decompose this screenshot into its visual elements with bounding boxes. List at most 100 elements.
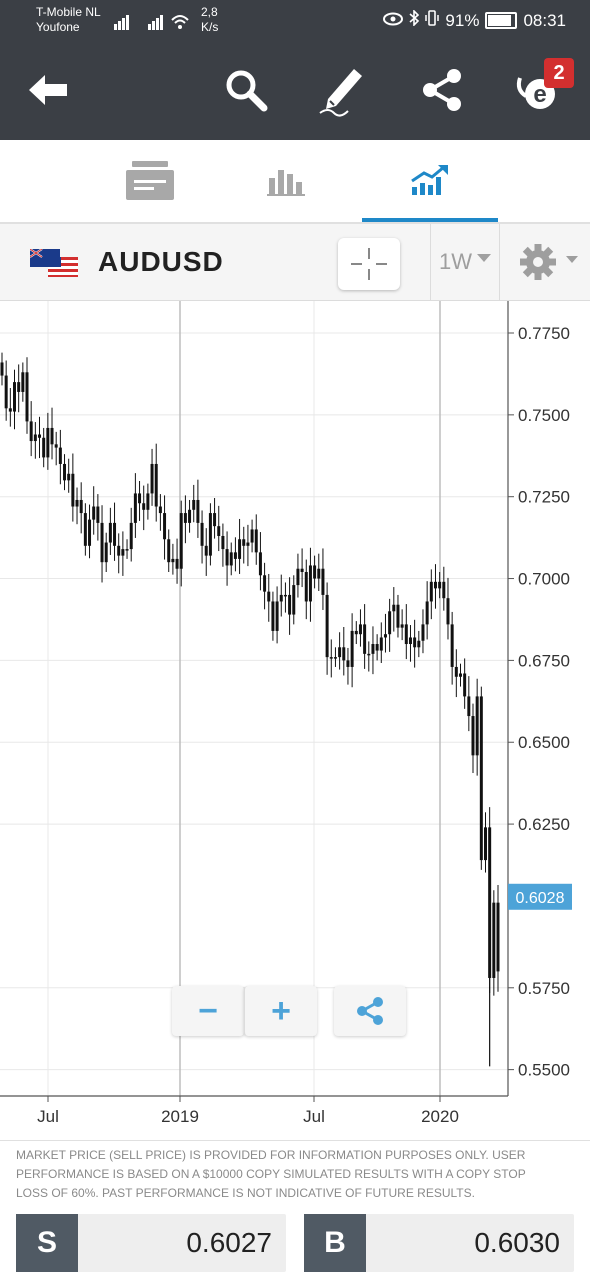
status-bar: T-Mobile NL Youfone 2,8 K/s 91% 08:31 — [0, 0, 590, 42]
network-speed: 2,8 K/s — [201, 5, 218, 35]
buy-button[interactable]: B 0.6030 — [304, 1214, 574, 1272]
candle — [196, 479, 200, 538]
candlestick-series — [0, 352, 500, 1067]
candle — [221, 523, 225, 567]
sell-button[interactable]: S 0.6027 — [16, 1214, 286, 1272]
candle — [413, 619, 417, 668]
candle — [108, 507, 112, 555]
battery-icon — [485, 12, 518, 29]
sell-price: 0.6027 — [186, 1227, 272, 1258]
y-tick-label: 0.5750 — [518, 979, 570, 998]
candle — [288, 577, 292, 635]
candle — [117, 533, 121, 574]
tab-feed[interactable] — [82, 140, 218, 222]
candle — [217, 505, 221, 552]
candle — [267, 573, 271, 622]
candle — [263, 562, 267, 610]
candle — [83, 503, 87, 556]
candle — [138, 480, 142, 521]
pencil-icon[interactable] — [314, 62, 370, 118]
candle — [379, 622, 383, 664]
crosshair-button[interactable] — [338, 238, 400, 290]
candle — [192, 484, 196, 523]
candle — [425, 581, 429, 640]
candle — [454, 649, 458, 698]
candle — [350, 613, 354, 688]
candle — [271, 591, 275, 641]
candle — [438, 572, 442, 599]
candle — [458, 663, 462, 687]
candle — [158, 494, 162, 531]
candle — [71, 453, 75, 522]
candle — [450, 611, 454, 685]
candle — [233, 537, 237, 572]
candle — [463, 658, 467, 709]
candle — [442, 566, 446, 611]
candle — [279, 574, 283, 617]
chart-settings-button[interactable] — [518, 242, 582, 287]
candle — [4, 360, 8, 421]
tab-bar — [0, 140, 590, 224]
timeframe-value: 1W — [439, 249, 472, 274]
signal-bars-icon — [114, 15, 189, 30]
candle — [375, 634, 379, 661]
candle — [58, 429, 62, 485]
candle — [75, 487, 79, 525]
divider — [0, 1140, 590, 1141]
current-price-label: 0.6028 — [516, 890, 565, 907]
candle — [408, 625, 412, 662]
speed-unit: K/s — [201, 20, 219, 34]
chart-share-button[interactable] — [334, 986, 406, 1036]
candle — [367, 641, 371, 672]
candle — [433, 564, 437, 609]
candle — [338, 632, 342, 670]
candle — [17, 364, 21, 413]
buy-price: 0.6030 — [474, 1227, 560, 1258]
candle — [129, 507, 133, 562]
candle — [496, 884, 500, 992]
candle — [333, 647, 337, 667]
candle — [250, 519, 254, 553]
chart-grid — [0, 301, 508, 1096]
status-right: 91% 08:31 — [383, 9, 566, 31]
svg-text:e: e — [533, 81, 546, 108]
back-arrow-icon[interactable] — [20, 62, 76, 118]
search-icon[interactable] — [218, 62, 274, 118]
candle — [46, 412, 50, 470]
candle — [29, 401, 33, 457]
candle — [300, 548, 304, 588]
timeframe-selector[interactable]: 1W — [430, 224, 500, 300]
candle — [475, 678, 479, 776]
candle — [254, 514, 258, 565]
candle — [175, 538, 179, 584]
tab-chart[interactable] — [362, 140, 498, 222]
candle — [354, 621, 358, 645]
sell-label: S — [16, 1214, 78, 1272]
candle — [388, 598, 392, 652]
candle — [208, 503, 212, 566]
x-axis: Jul 2019 Jul 2020 — [0, 1095, 508, 1126]
candle — [392, 587, 396, 632]
tab-stats[interactable] — [218, 140, 354, 222]
candle — [467, 676, 471, 732]
candle — [204, 528, 208, 576]
candle — [100, 505, 104, 583]
price-chart[interactable]: 0.7750 0.7500 0.7250 0.7000 0.6750 0.6500 0.62… — [0, 301, 590, 1146]
zoom-in-button[interactable]: + — [244, 986, 317, 1036]
x-tick-label: Jul — [303, 1107, 325, 1126]
candle — [317, 553, 321, 591]
share-icon[interactable] — [414, 62, 470, 118]
candle — [121, 531, 125, 576]
active-tab-indicator — [362, 218, 498, 222]
x-tick-label: Jul — [37, 1107, 59, 1126]
candle — [296, 553, 300, 598]
carrier-name-secondary: Youfone — [36, 20, 80, 34]
candle — [400, 609, 404, 641]
y-tick-label: 0.6750 — [518, 651, 570, 670]
etoro-notifications-icon[interactable]: e — [510, 62, 566, 118]
zoom-out-button[interactable]: − — [172, 986, 244, 1036]
y-tick-label: 0.6500 — [518, 733, 570, 752]
candle — [67, 458, 71, 493]
candle — [417, 630, 421, 658]
eye-icon — [383, 11, 404, 31]
